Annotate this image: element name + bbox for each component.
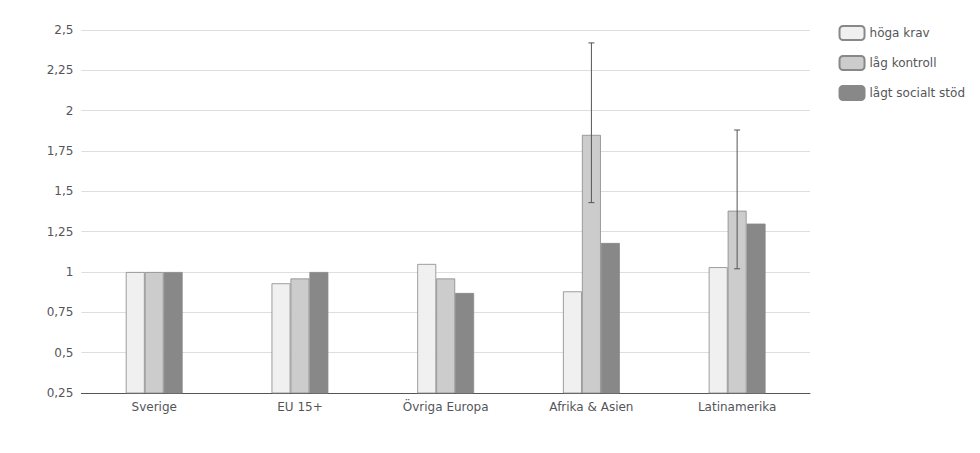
svg-text:2: 2 [66, 104, 74, 118]
svg-text:EU 15+: EU 15+ [277, 400, 323, 414]
svg-text:Afrika & Asien: Afrika & Asien [549, 400, 633, 414]
svg-text:lågt socialt stöd: lågt socialt stöd [870, 86, 965, 100]
svg-text:2,25: 2,25 [47, 63, 74, 77]
svg-text:0,25: 0,25 [47, 386, 74, 400]
svg-text:Sverige: Sverige [132, 400, 177, 414]
svg-text:0,5: 0,5 [54, 346, 73, 360]
svg-text:Latinamerika: Latinamerika [698, 400, 776, 414]
svg-text:1: 1 [66, 265, 74, 279]
svg-text:1,25: 1,25 [47, 225, 74, 239]
svg-text:Övriga Europa: Övriga Europa [403, 398, 489, 414]
svg-text:1,5: 1,5 [54, 184, 73, 198]
svg-text:0,75: 0,75 [47, 305, 74, 319]
svg-text:2,5: 2,5 [54, 23, 73, 37]
svg-text:höga krav: höga krav [870, 26, 930, 40]
svg-text:låg kontroll: låg kontroll [870, 56, 937, 70]
svg-text:1,75: 1,75 [47, 144, 74, 158]
